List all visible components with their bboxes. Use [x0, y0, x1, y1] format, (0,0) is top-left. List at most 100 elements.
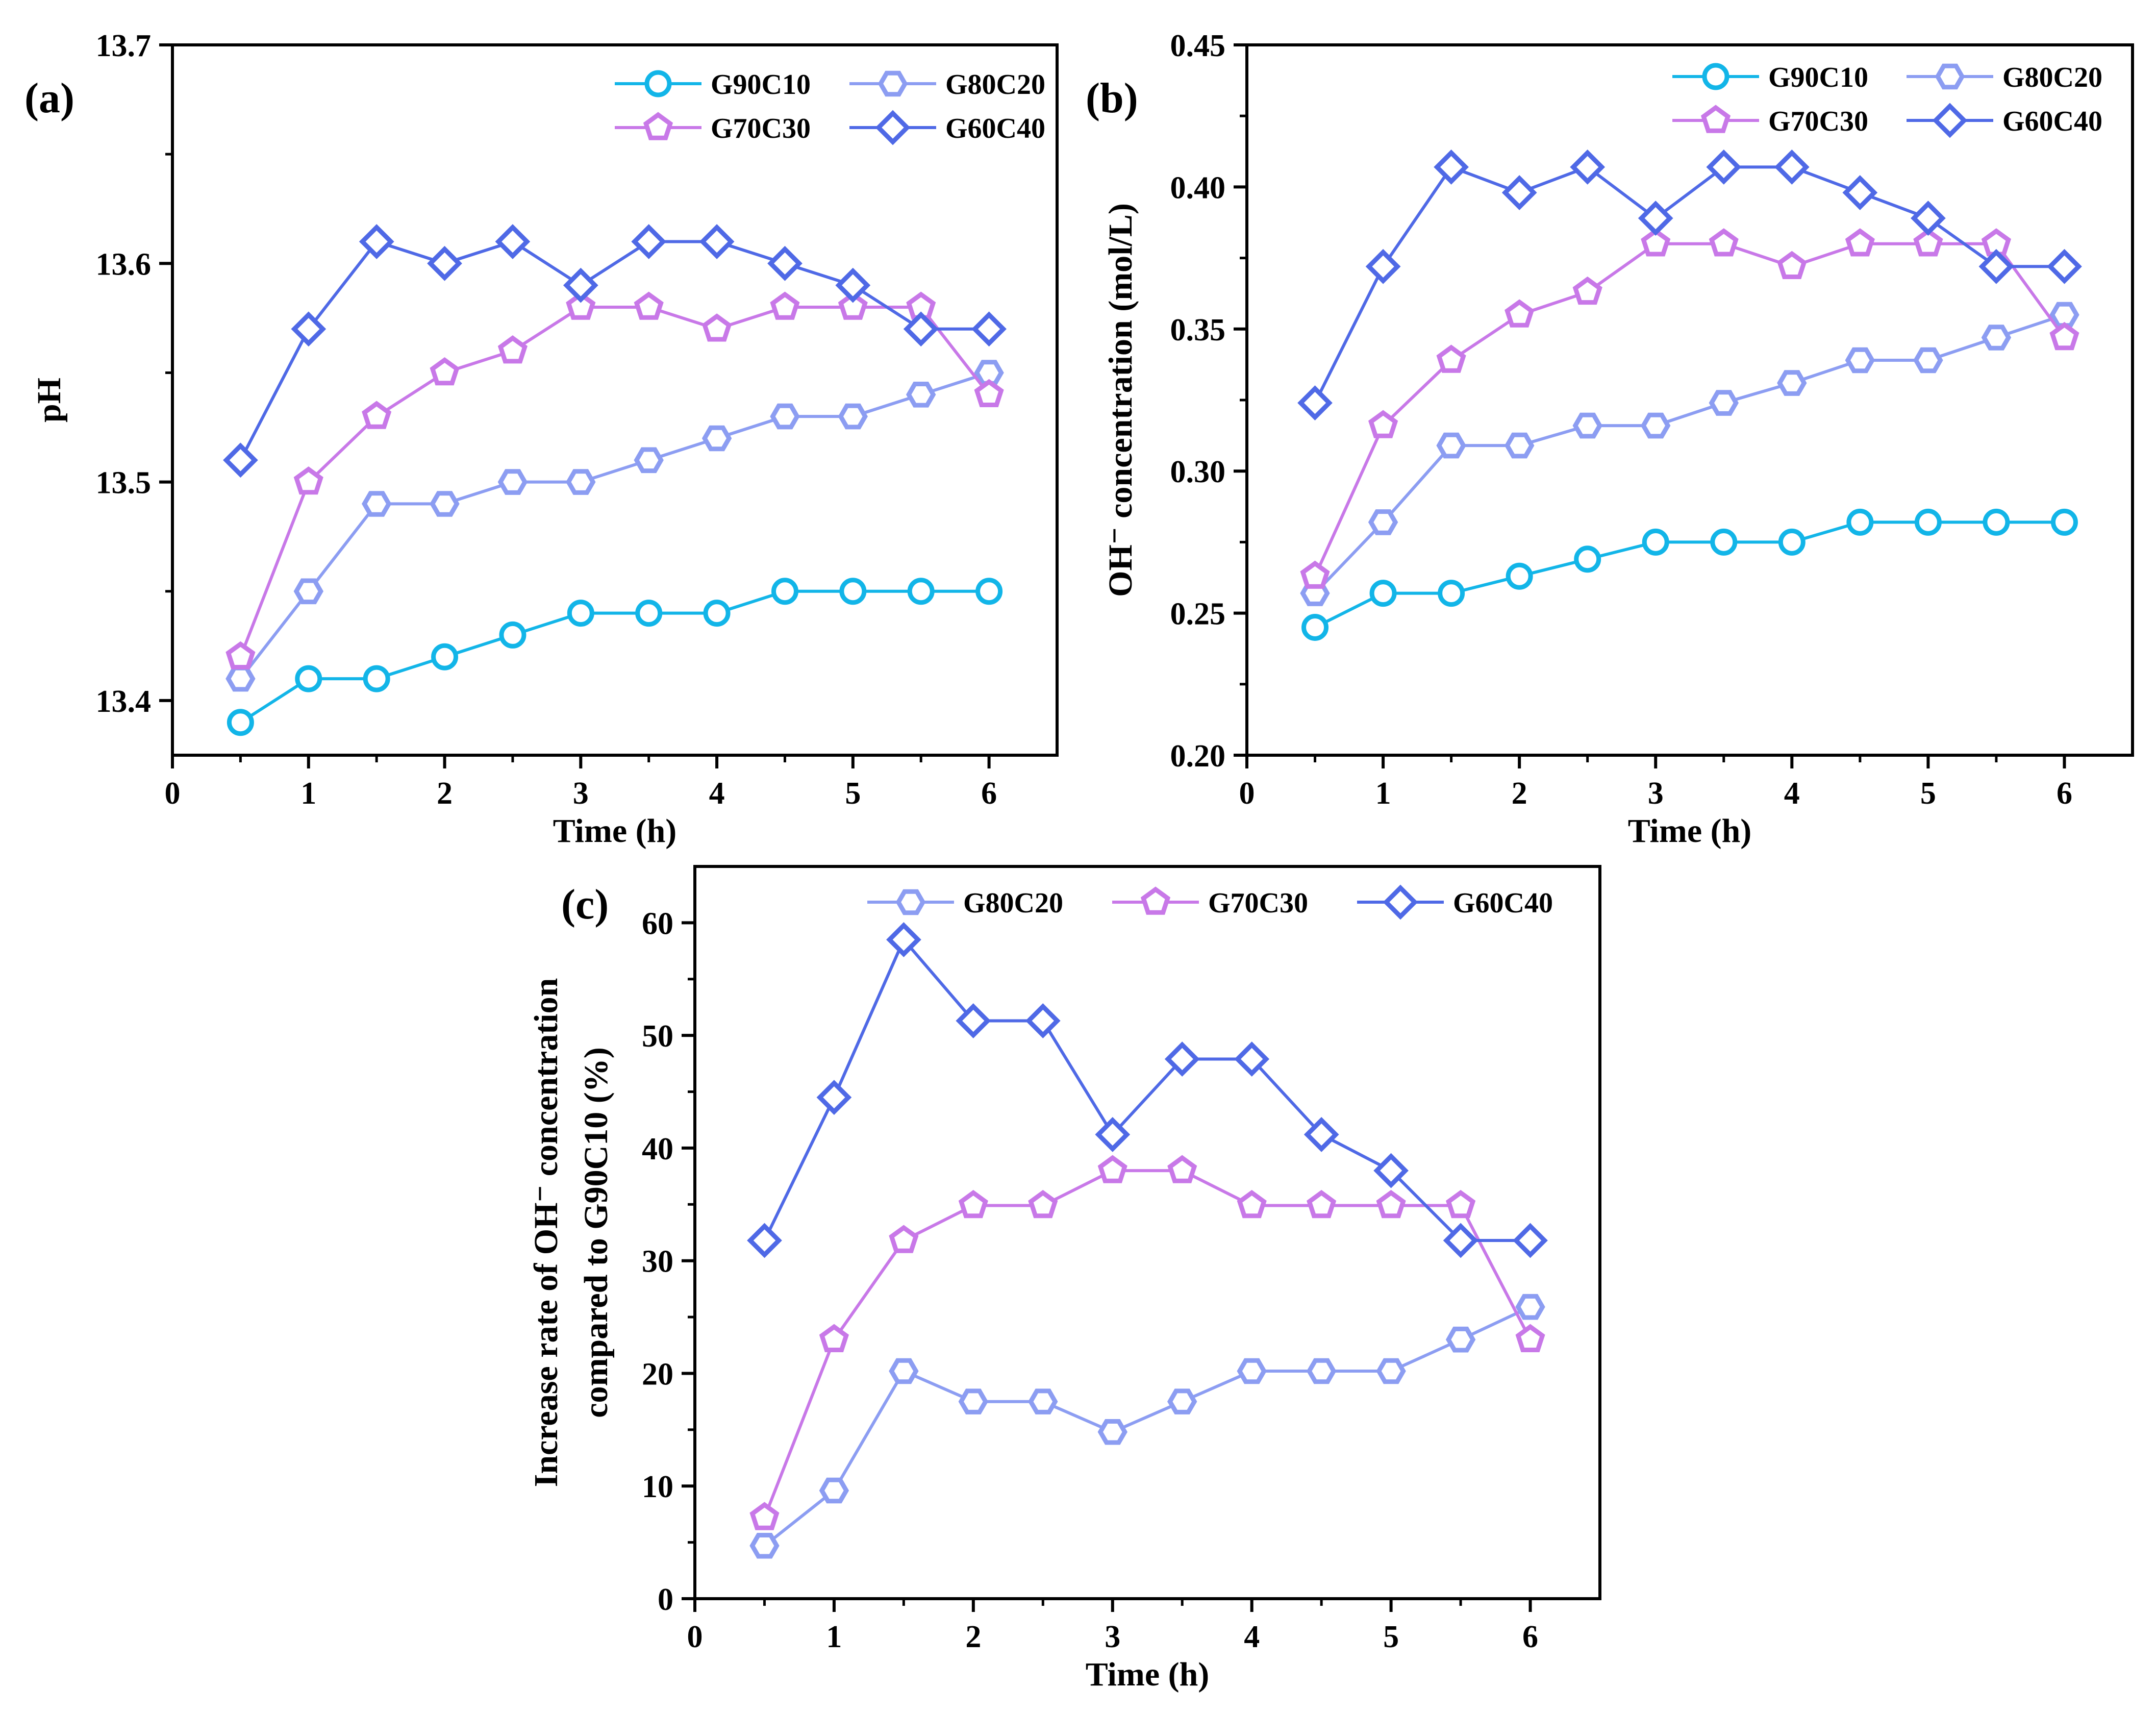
x-tick-label: 2 — [437, 776, 453, 811]
data-point — [1369, 580, 1397, 607]
series-line — [239, 589, 989, 724]
data-point — [1373, 1153, 1409, 1188]
data-point — [295, 665, 322, 692]
data-point — [1167, 1388, 1197, 1414]
series-line — [1313, 165, 2065, 404]
series-G90C10 — [227, 578, 1003, 736]
data-point — [1515, 1294, 1545, 1320]
data-point — [2049, 302, 2079, 328]
data-point — [1981, 325, 2012, 351]
y-axis-label: OH⁻ concentration (mol/L) — [1102, 203, 1139, 597]
series-line — [239, 306, 990, 658]
series-G70C30 — [1300, 228, 2079, 589]
series-line — [763, 1305, 1531, 1547]
y-tick-label: 0.20 — [1170, 739, 1226, 774]
data-point — [1710, 528, 1738, 556]
data-point — [819, 1477, 849, 1504]
plot-frame — [693, 865, 1601, 1600]
data-point — [702, 313, 732, 342]
series-G70C30 — [749, 1155, 1545, 1530]
data-point — [1842, 175, 1878, 210]
x-tick-label: 4 — [709, 776, 725, 811]
data-point — [1095, 1117, 1131, 1152]
y-tick-label: 30 — [642, 1245, 673, 1279]
legend-marker — [1700, 105, 1731, 133]
data-point — [1167, 1155, 1197, 1183]
data-point — [974, 360, 1004, 386]
data-point — [1572, 276, 1602, 305]
legend-entry: G80C20 — [849, 69, 1045, 101]
legend-marker — [644, 70, 672, 97]
series-line — [1314, 313, 2065, 594]
data-point — [363, 665, 390, 692]
data-point — [838, 403, 868, 430]
data-point — [1028, 1388, 1058, 1414]
series-line — [239, 371, 990, 680]
y-tick-label: 20 — [642, 1357, 673, 1392]
x-tick-label: 4 — [1244, 1620, 1260, 1654]
x-tick-label: 5 — [1383, 1620, 1399, 1654]
data-point — [634, 291, 664, 320]
data-point — [1446, 1189, 1476, 1219]
legend-label: G70C30 — [711, 113, 811, 144]
data-point — [1434, 150, 1469, 185]
series-G90C10 — [1301, 508, 2078, 641]
legend-marker — [1383, 884, 1418, 920]
legend-marker — [1935, 63, 1965, 90]
x-axis-label: Time (h) — [1086, 1656, 1210, 1693]
data-point — [747, 1223, 782, 1258]
data-point — [886, 922, 921, 957]
data-point — [566, 291, 596, 320]
data-point — [1376, 1358, 1406, 1384]
series-line — [763, 1169, 1532, 1519]
data-point — [956, 1003, 991, 1038]
chart-panel-2: 0 1 2 3 4 5 6 0.20 0.25 0.30 0.35 0.40 0.45 Time (h) O… — [1086, 29, 2134, 850]
data-point — [1443, 1223, 1478, 1258]
data-point — [1777, 251, 1807, 279]
x-tick-label: 6 — [2057, 776, 2072, 811]
data-point — [699, 224, 735, 259]
legend-marker — [878, 70, 908, 97]
x-tick-label: 1 — [300, 776, 316, 811]
y-tick-label: 13.4 — [96, 684, 152, 719]
data-point — [1846, 508, 1874, 536]
data-point — [958, 1388, 988, 1414]
x-tick-label: 1 — [826, 1620, 842, 1654]
data-point — [499, 621, 527, 649]
y-axis-label-line2: compared to G90C10 (%) — [578, 1047, 615, 1418]
legend-label: G80C20 — [945, 69, 1045, 101]
legend-entry: G80C20 — [867, 887, 1063, 919]
data-point — [427, 245, 462, 281]
data-point — [291, 311, 327, 347]
panel-label: (b) — [1086, 74, 1138, 122]
data-point — [1513, 1223, 1548, 1258]
data-point — [1641, 228, 1671, 257]
data-point — [1641, 412, 1671, 439]
x-tick-label: 3 — [1648, 776, 1664, 811]
x-axis-label: Time (h) — [553, 812, 677, 850]
y-tick-label: 0.35 — [1170, 313, 1226, 347]
data-point — [362, 491, 392, 517]
data-point — [974, 379, 1004, 407]
data-point — [1845, 228, 1875, 257]
data-point — [225, 641, 256, 669]
data-point — [1978, 249, 2014, 284]
y-tick-label: 0.25 — [1170, 597, 1226, 632]
legend-label: G60C40 — [945, 113, 1045, 144]
plot-frame — [1245, 43, 2134, 757]
data-point — [563, 267, 598, 303]
data-point — [975, 578, 1003, 605]
data-point — [1307, 1358, 1337, 1384]
legend-label: G80C20 — [2002, 62, 2102, 93]
data-point — [907, 578, 935, 605]
series-G70C30 — [225, 291, 1004, 669]
y-tick-label: 0 — [658, 1582, 673, 1617]
series-line — [763, 936, 1531, 1242]
y-tick-label: 0.30 — [1170, 455, 1226, 489]
data-point — [2050, 508, 2078, 536]
data-point — [770, 403, 800, 430]
legend-label: G90C10 — [711, 69, 811, 101]
legend-label: G80C20 — [963, 887, 1063, 919]
x-tick-label: 2 — [1512, 776, 1527, 811]
